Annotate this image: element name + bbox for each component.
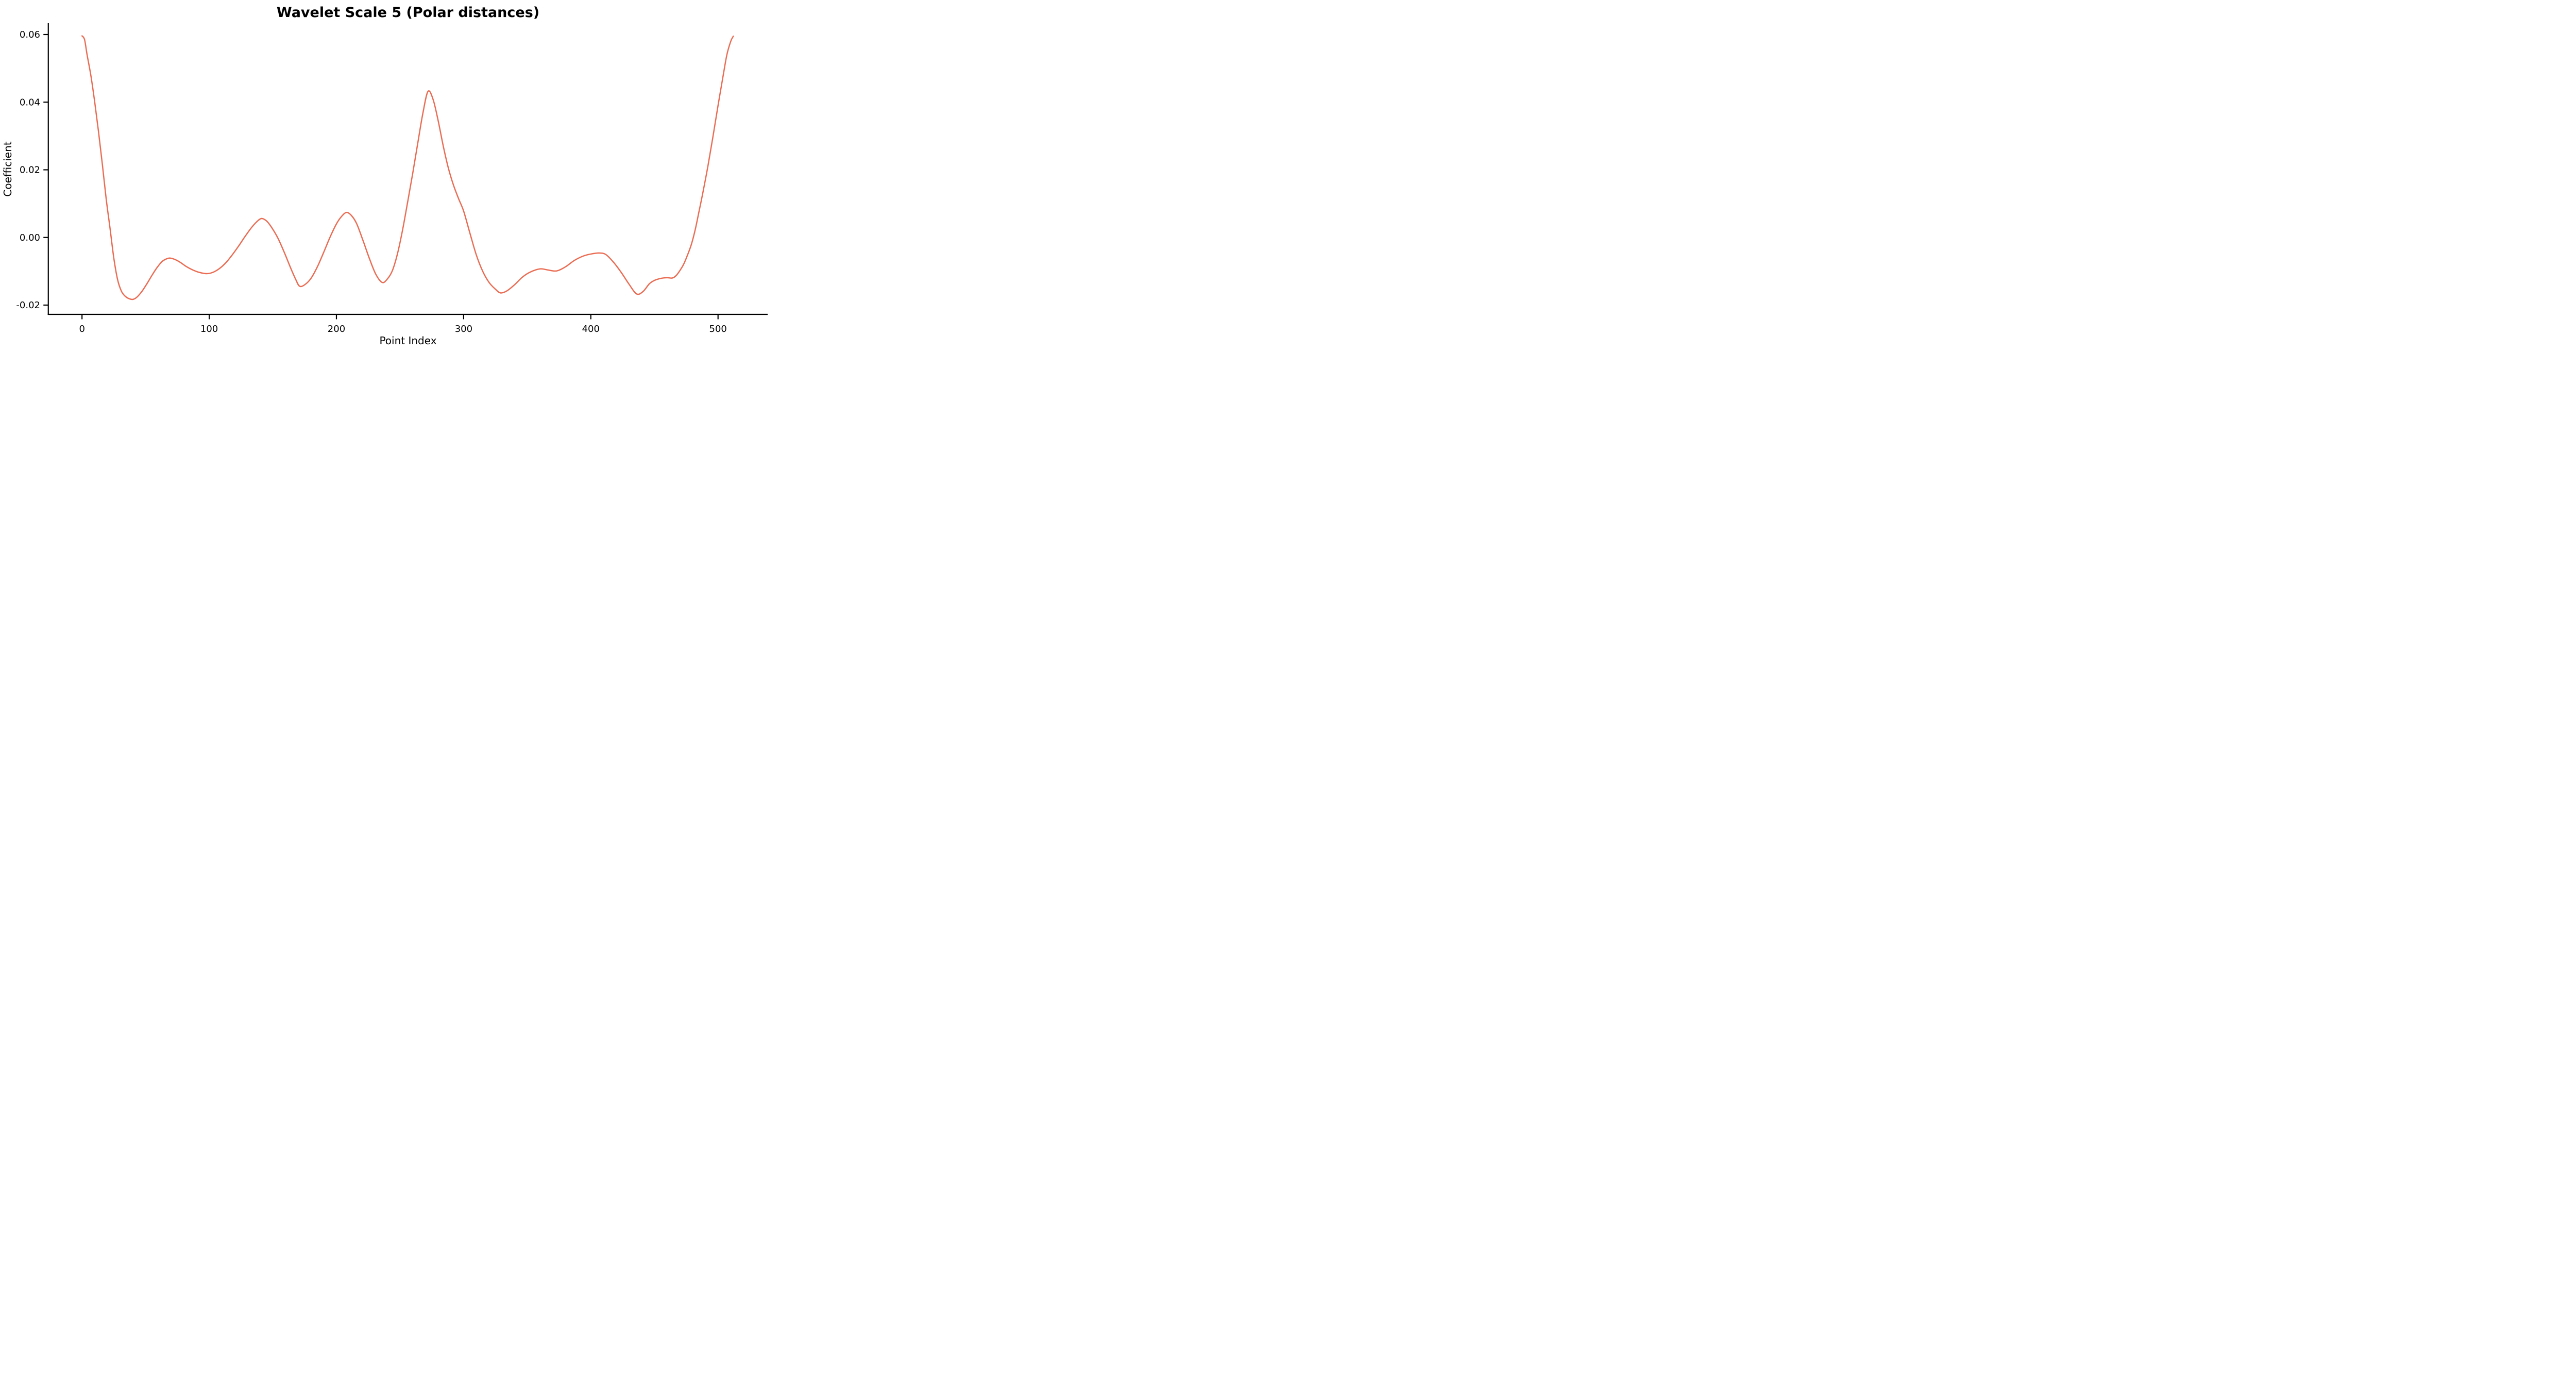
y-tick-label: 0.00 [20, 232, 40, 243]
wavelet-coefficient-series-line [81, 35, 734, 300]
chart-title: Wavelet Scale 5 (Polar distances) [277, 5, 539, 21]
x-tick-label: 300 [455, 324, 472, 334]
y-tick-label: -0.02 [16, 300, 40, 311]
y-tick-label: 0.06 [20, 29, 40, 40]
wavelet-line-chart-figure: Wavelet Scale 5 (Polar distances) Coeffi… [0, 0, 773, 348]
y-tick-label: 0.04 [20, 97, 40, 108]
y-axis-ticks: -0.02 0.00 0.02 0.04 0.06 [16, 29, 48, 311]
line-chart-canvas: Wavelet Scale 5 (Polar distances) Coeffi… [2, 5, 768, 347]
x-tick-label: 200 [328, 324, 345, 334]
x-axis-ticks: 0 100 200 300 400 500 [79, 314, 727, 334]
y-tick-label: 0.02 [20, 165, 40, 176]
y-axis-label: Coefficient [2, 141, 14, 196]
x-axis-label: Point Index [379, 334, 436, 347]
x-tick-label: 0 [79, 324, 84, 334]
x-tick-label: 400 [582, 324, 600, 334]
x-tick-label: 500 [709, 324, 727, 334]
x-tick-label: 100 [200, 324, 218, 334]
